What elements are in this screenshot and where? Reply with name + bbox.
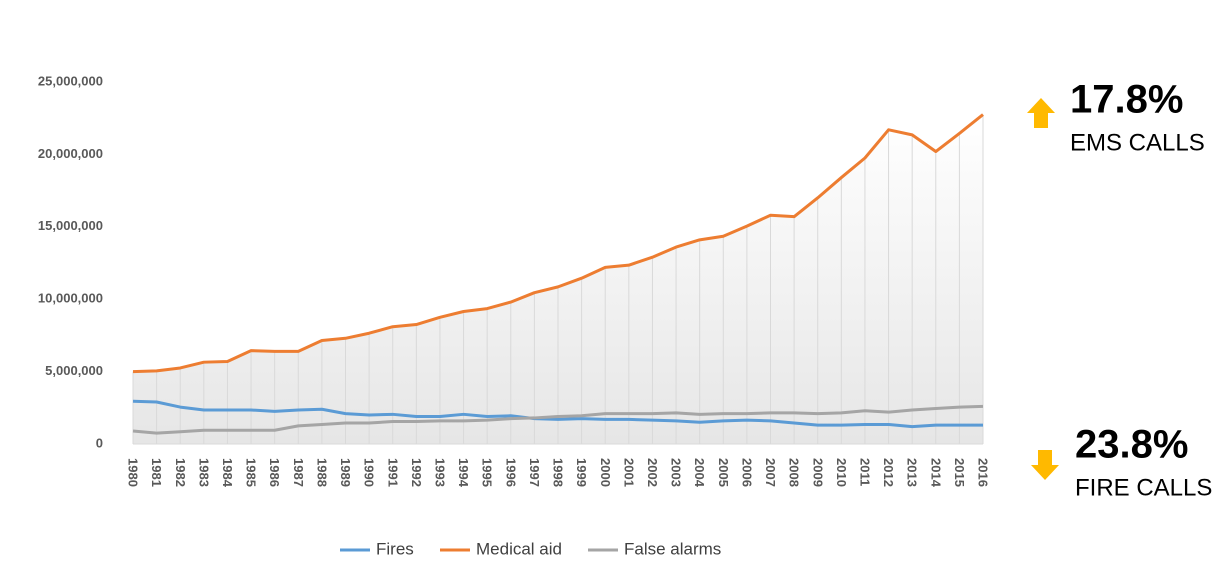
x-tick-label: 1985 <box>244 458 259 487</box>
x-tick-label: 1996 <box>503 458 518 487</box>
arrow-up <box>1027 98 1055 128</box>
x-tick-label: 2008 <box>787 458 802 487</box>
y-tick-label: 15,000,000 <box>38 218 103 233</box>
x-tick-label: 1988 <box>314 458 329 487</box>
x-tick-label: 2014 <box>928 458 943 488</box>
x-tick-label: 2005 <box>716 458 731 487</box>
x-tick-label: 1989 <box>338 458 353 487</box>
legend-label: Fires <box>376 539 414 558</box>
y-tick-label: 10,000,000 <box>38 291 103 306</box>
y-tick-label: 0 <box>96 435 103 450</box>
legend-label: Medical aid <box>476 539 562 558</box>
x-tick-label: 2010 <box>834 458 849 487</box>
x-tick-label: 1987 <box>291 458 306 487</box>
x-tick-label: 1998 <box>551 458 566 487</box>
x-tick-label: 1982 <box>173 458 188 487</box>
x-tick-label: 2009 <box>810 458 825 487</box>
legend-label: False alarms <box>624 539 721 558</box>
x-tick-label: 1983 <box>196 458 211 487</box>
annotation-value: 17.8% <box>1070 78 1183 122</box>
x-tick-label: 1980 <box>126 458 141 487</box>
x-tick-label: 1992 <box>409 458 424 487</box>
annotation-value: 23.8% <box>1075 423 1188 467</box>
series-line <box>132 404 984 435</box>
x-tick-label: 1991 <box>385 458 400 487</box>
x-tick-label: 2002 <box>645 458 660 487</box>
x-tick-label: 2004 <box>692 458 707 488</box>
arrow-down <box>1031 450 1059 480</box>
x-tick-label: 2016 <box>976 458 991 487</box>
y-tick-label: 25,000,000 <box>38 73 103 88</box>
y-tick-label: 5,000,000 <box>45 363 103 378</box>
annotation-text: FIRE CALLS <box>1075 474 1212 501</box>
x-tick-label: 1984 <box>220 458 235 488</box>
x-tick-label: 1995 <box>480 458 495 487</box>
x-tick-label: 1993 <box>433 458 448 487</box>
x-tick-label: 1990 <box>362 458 377 487</box>
series-line <box>132 399 983 429</box>
x-tick-label: 2006 <box>739 458 754 487</box>
x-tick-label: 2007 <box>763 458 778 487</box>
x-tick-label: 2001 <box>621 458 636 487</box>
x-tick-label: 2012 <box>881 458 896 487</box>
x-tick-label: 1999 <box>574 458 589 487</box>
annotation-text: EMS CALLS <box>1070 129 1205 156</box>
x-tick-label: 2015 <box>952 458 967 487</box>
x-tick-label: 2013 <box>905 458 920 487</box>
x-tick-label: 1986 <box>267 458 282 487</box>
y-tick-label: 20,000,000 <box>38 146 103 161</box>
x-tick-label: 1981 <box>149 458 164 487</box>
x-tick-label: 1994 <box>456 458 471 488</box>
x-tick-label: 2003 <box>669 458 684 487</box>
x-tick-label: 2011 <box>858 458 873 486</box>
x-tick-label: 2000 <box>598 458 613 487</box>
series-line <box>132 113 984 374</box>
x-tick-label: 1997 <box>527 458 542 487</box>
